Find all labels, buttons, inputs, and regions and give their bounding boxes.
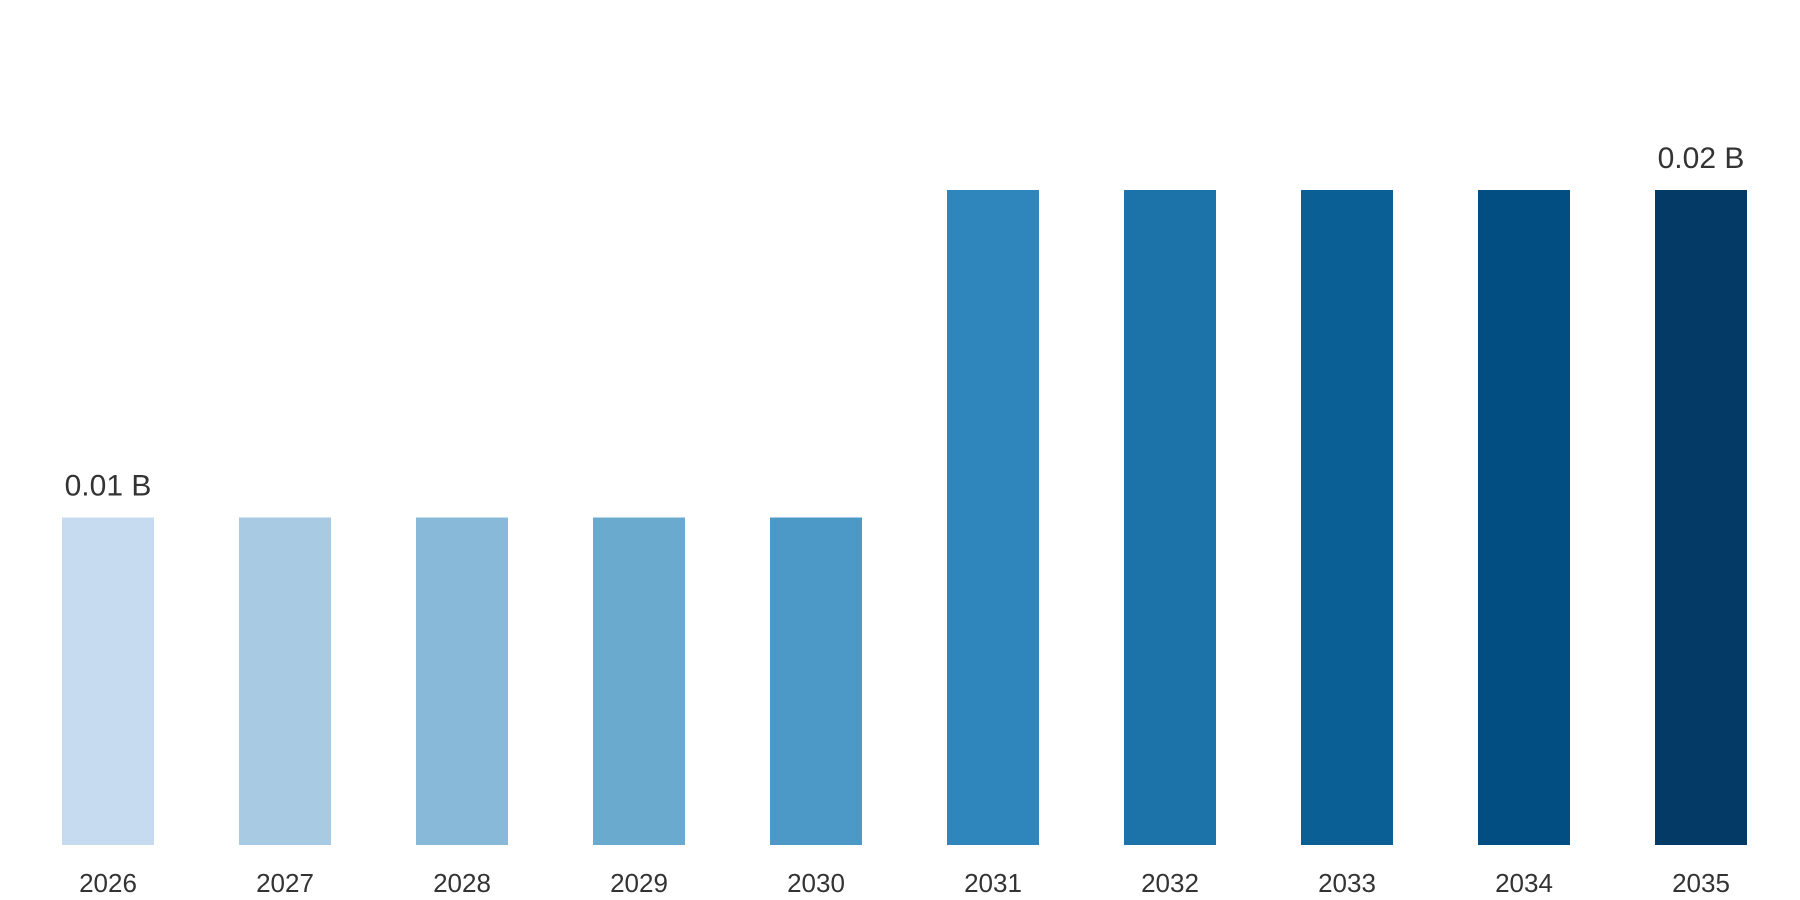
x-tick-label-2029: 2029 xyxy=(610,868,668,898)
x-tick-label-2028: 2028 xyxy=(433,868,491,898)
bar-2026 xyxy=(62,517,154,845)
bar-2034 xyxy=(1478,190,1570,845)
data-label-2035: 0.02 B xyxy=(1658,142,1745,175)
x-tick-label-2031: 2031 xyxy=(964,868,1022,898)
bar-2029 xyxy=(593,517,685,845)
x-tick-label-2035: 2035 xyxy=(1672,868,1730,898)
bar-2031 xyxy=(947,190,1039,845)
x-tick-label-2033: 2033 xyxy=(1318,868,1376,898)
bars-group xyxy=(62,190,1747,845)
bar-2032 xyxy=(1124,190,1216,845)
bar-2033 xyxy=(1301,190,1393,845)
data-labels-group: 0.01 B 0.02 B xyxy=(65,142,1745,503)
x-tick-label-2034: 2034 xyxy=(1495,868,1553,898)
x-tick-labels-group: 2026 2027 2028 2029 2030 2031 2032 2033 2034 2035 xyxy=(79,868,1730,898)
bar-2030 xyxy=(770,517,862,845)
bar-2028 xyxy=(416,517,508,845)
bar-2027 xyxy=(239,517,331,845)
data-label-2026: 0.01 B xyxy=(65,470,152,503)
x-tick-label-2030: 2030 xyxy=(787,868,845,898)
x-tick-label-2026: 2026 xyxy=(79,868,137,898)
x-tick-label-2027: 2027 xyxy=(256,868,314,898)
bar-2035 xyxy=(1655,190,1747,845)
x-tick-label-2032: 2032 xyxy=(1141,868,1199,898)
